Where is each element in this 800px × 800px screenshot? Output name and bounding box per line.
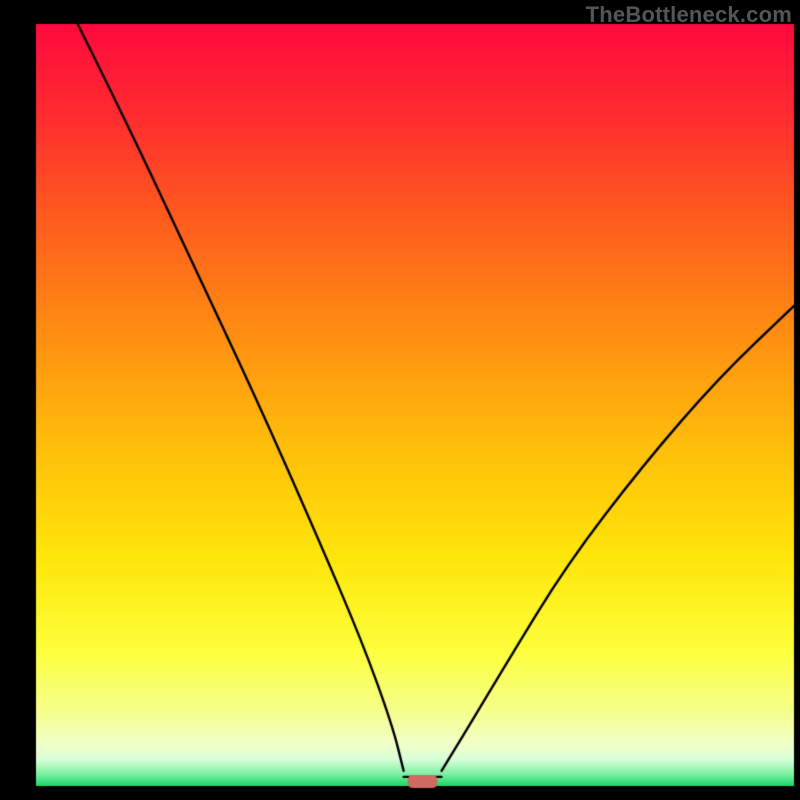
chart-root: TheBottleneck.com bbox=[0, 0, 800, 800]
bottleneck-curve-chart bbox=[0, 0, 800, 800]
